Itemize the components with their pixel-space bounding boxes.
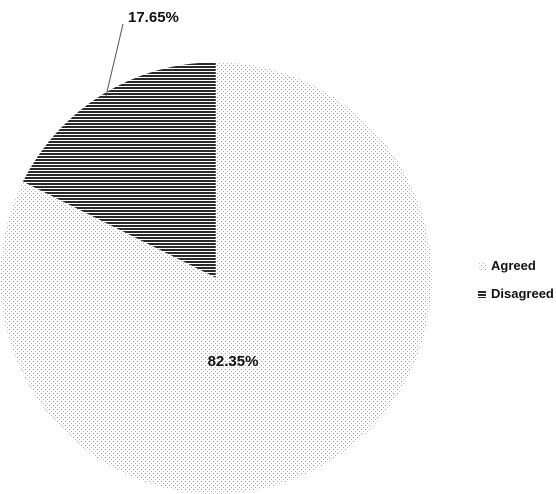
legend-swatch-agreed (478, 262, 486, 270)
legend-label-disagreed: Disagreed (491, 286, 554, 301)
agreed-data-label: 82.35% (208, 353, 259, 370)
legend-swatch-disagreed (478, 290, 486, 298)
disagreed-data-label: 17.65% (128, 9, 179, 26)
legend-label-agreed: Agreed (491, 258, 536, 273)
legend-entry-agreed: Agreed (478, 258, 536, 273)
legend: Agreed Disagreed (478, 258, 554, 301)
disagreed-leader-line (105, 23, 124, 97)
slice-disagreed (22, 61, 217, 279)
pie-slices (0, 61, 433, 494)
legend-entry-disagreed: Disagreed (478, 286, 554, 301)
